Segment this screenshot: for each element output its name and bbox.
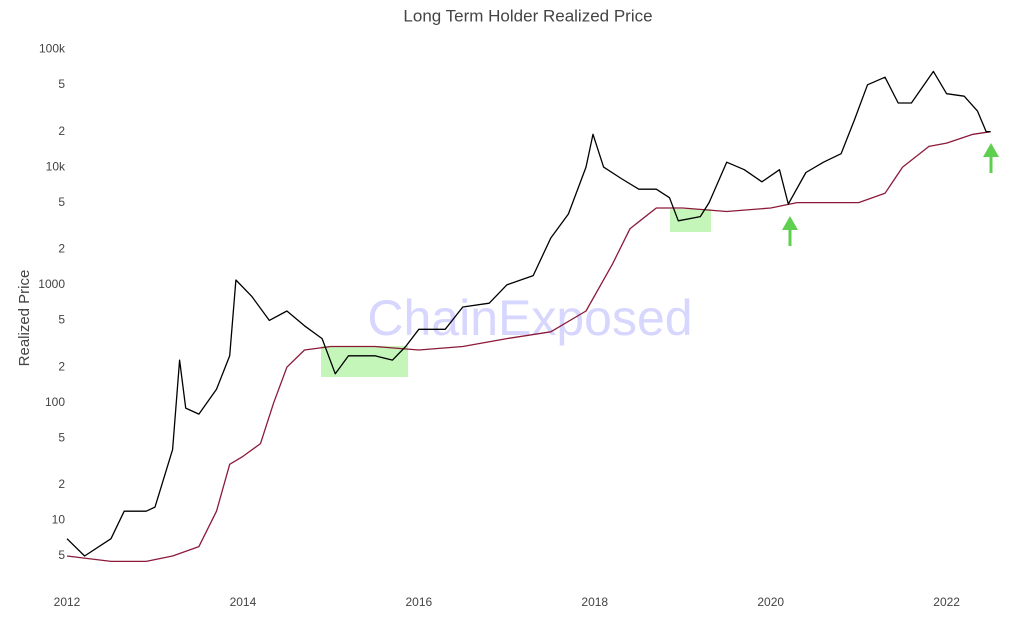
- chart-title: Long Term Holder Realized Price: [403, 6, 652, 25]
- arrow: [782, 216, 798, 246]
- arrow: [983, 143, 999, 173]
- y-tick-label: 5: [58, 313, 65, 327]
- x-tick-label: 2014: [230, 595, 257, 609]
- x-tick-label: 2012: [54, 595, 81, 609]
- y-tick-label: 2: [58, 359, 65, 373]
- y-tick-label: 10: [52, 513, 66, 527]
- y-axis-label: Realized Price: [16, 270, 33, 367]
- highlight-box: [321, 346, 408, 377]
- y-tick-label: 5: [58, 77, 65, 91]
- line-series: [66, 70, 991, 557]
- line-series: [66, 131, 991, 563]
- y-tick-label: 5: [58, 195, 65, 209]
- y-tick-label: 100k: [39, 41, 66, 55]
- y-tick-label: 2: [58, 124, 65, 138]
- y-tick-label: 5: [58, 430, 65, 444]
- x-tick-label: 2016: [405, 595, 432, 609]
- y-tick-label: 100: [45, 395, 65, 409]
- y-tick-label: 1000: [38, 277, 65, 291]
- highlight-box: [670, 209, 711, 232]
- y-tick-label: 10k: [46, 159, 66, 173]
- x-tick-label: 2022: [933, 595, 960, 609]
- watermark: ChainExposed: [367, 290, 692, 346]
- x-tick-label: 2018: [581, 595, 608, 609]
- x-tick-label: 2020: [757, 595, 784, 609]
- y-tick-label: 2: [58, 242, 65, 256]
- y-tick-label: 5: [58, 548, 65, 562]
- y-tick-label: 2: [58, 477, 65, 491]
